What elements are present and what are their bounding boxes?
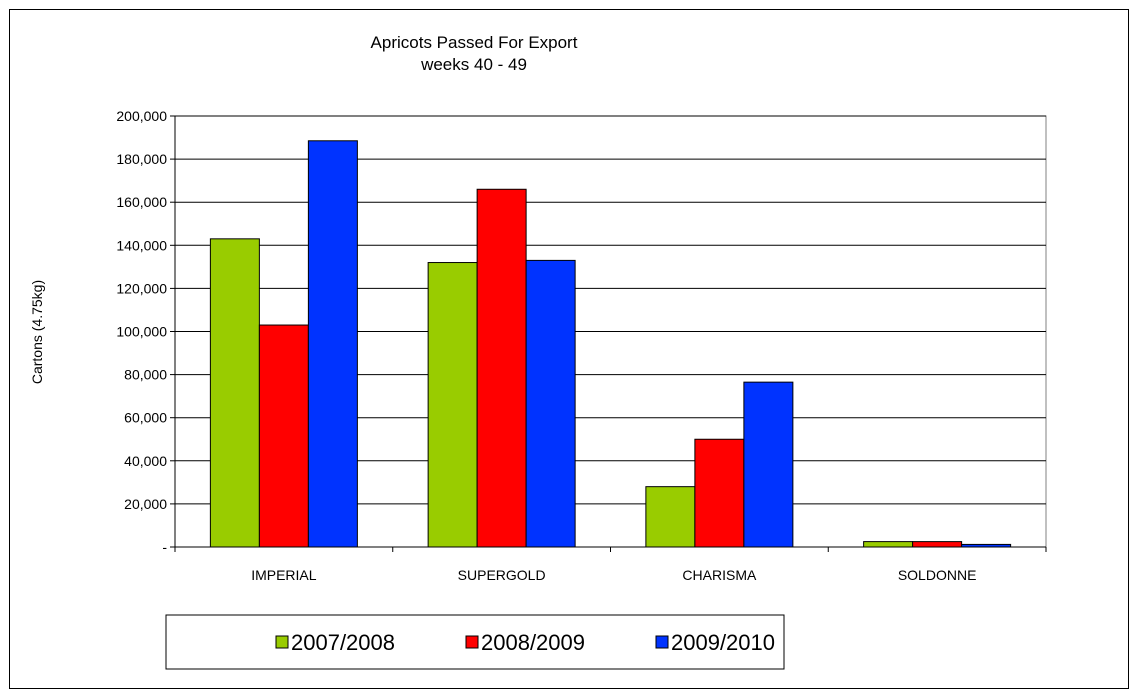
y-tick-label: 100,000 [116, 324, 167, 340]
bar-2008-2009-supergold [476, 188, 527, 548]
chart-subtitle: weeks 40 - 49 [420, 55, 527, 74]
y-tick-label: 60,000 [124, 410, 167, 426]
x-tick-label: SOLDONNE [898, 567, 977, 583]
y-tick-label: 200,000 [116, 108, 167, 124]
y-tick-label: 160,000 [116, 194, 167, 210]
legend-swatch [655, 635, 669, 649]
chart-frame: Apricots Passed For Export weeks 40 - 49… [9, 9, 1129, 689]
legend-label: 2007/2008 [291, 630, 395, 655]
y-tick-label: - [162, 539, 167, 555]
legend-label: 2008/2009 [481, 630, 585, 655]
axes-layer: - 20,000 40,000 60,000 80,000 100,000 120,000 1… [116, 108, 1047, 583]
x-tick-label: CHARISMA [682, 567, 757, 583]
y-tick-label: 40,000 [124, 453, 167, 469]
chart-svg: Apricots Passed For Export weeks 40 - 49… [29, 33, 1047, 670]
y-axis-label: Cartons (4.75kg) [29, 280, 45, 384]
bar-2007-2008-supergold [427, 262, 478, 548]
y-tick-label: 180,000 [116, 151, 167, 167]
bar-2007-2008-charisma [645, 486, 696, 548]
bar-2008-2009-charisma [694, 438, 745, 548]
y-tick-label: 140,000 [116, 237, 167, 253]
bar-2008-2009-soldonne [912, 541, 963, 548]
y-tick-label: 20,000 [124, 496, 167, 512]
x-tick-label: SUPERGOLD [458, 567, 546, 583]
bar-2009-2010-imperial [307, 140, 358, 548]
x-tick-label: IMPERIAL [251, 567, 317, 583]
bar-2007-2008-soldonne [863, 541, 914, 548]
legend: 2007/2008 2008/2009 2009/2010 [165, 614, 785, 670]
legend-label: 2009/2010 [671, 630, 775, 655]
legend-swatch [465, 635, 479, 649]
bar-2008-2009-imperial [258, 324, 309, 548]
legend-swatch [275, 635, 289, 649]
bar-2007-2008-imperial [209, 238, 260, 548]
bar-2009-2010-charisma [743, 381, 794, 548]
chart-title: Apricots Passed For Export [371, 33, 578, 52]
bar-2009-2010-supergold [525, 259, 576, 548]
y-tick-label: 120,000 [116, 280, 167, 296]
y-tick-label: 80,000 [124, 367, 167, 383]
